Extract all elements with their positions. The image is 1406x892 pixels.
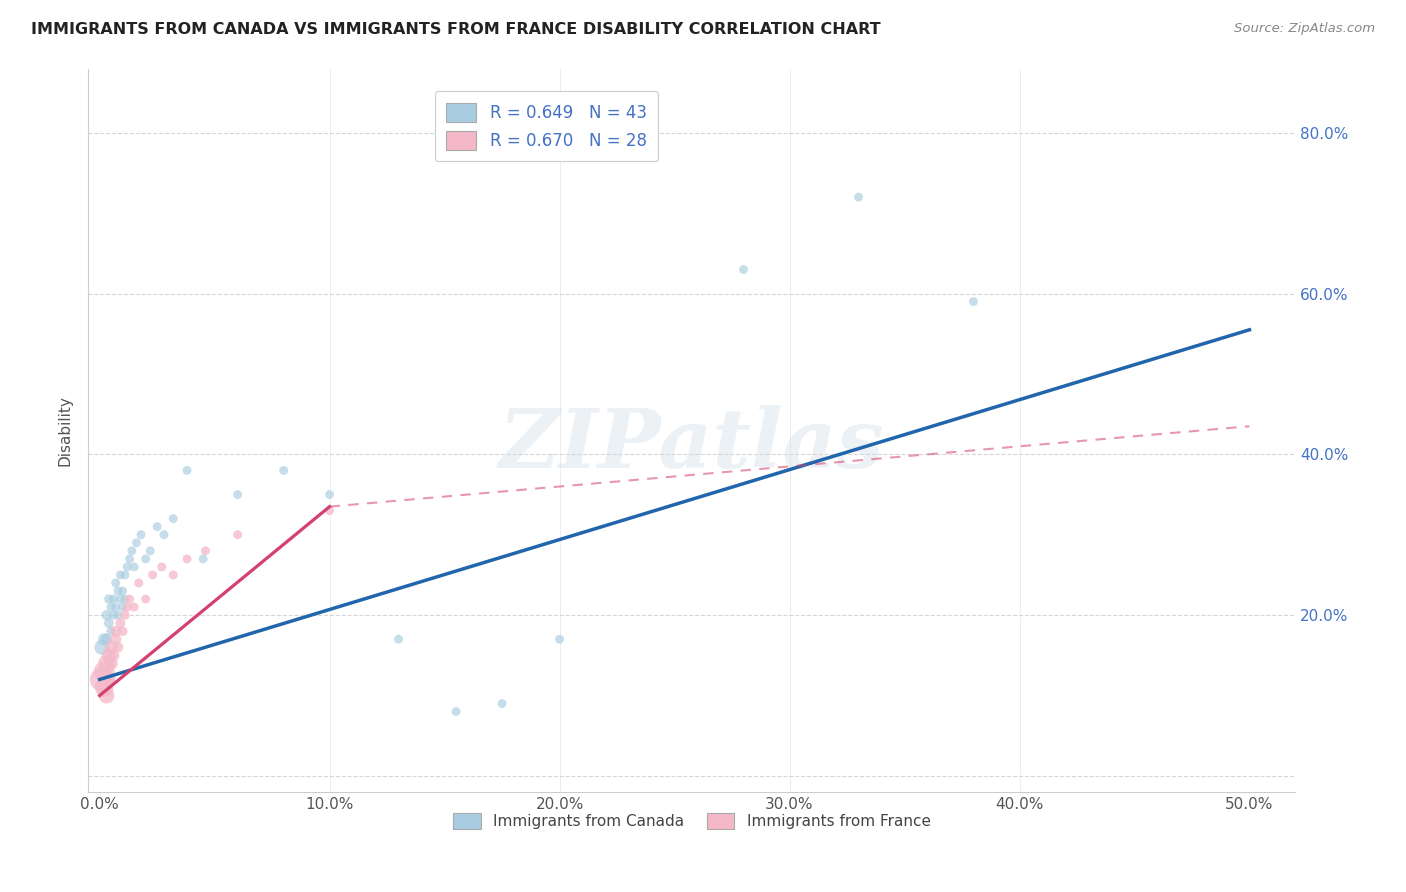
Point xyxy=(318,487,340,501)
Point xyxy=(118,552,141,566)
Point xyxy=(96,608,118,623)
Point xyxy=(146,519,169,533)
Point xyxy=(107,584,129,599)
Point xyxy=(96,632,118,647)
Point xyxy=(273,463,295,477)
Point xyxy=(114,592,136,607)
Point xyxy=(129,527,152,541)
Text: Source: ZipAtlas.com: Source: ZipAtlas.com xyxy=(1234,22,1375,36)
Point xyxy=(226,487,249,501)
Point xyxy=(114,568,136,582)
Point xyxy=(110,592,132,607)
Point xyxy=(162,568,184,582)
Point xyxy=(139,544,162,558)
Point xyxy=(107,640,129,655)
Point xyxy=(962,294,984,309)
Point xyxy=(96,657,118,671)
Point xyxy=(97,648,120,663)
Point xyxy=(97,673,120,687)
Point xyxy=(194,544,217,558)
Point xyxy=(162,511,184,525)
Point xyxy=(150,560,173,574)
Point xyxy=(103,648,125,663)
Point xyxy=(114,608,136,623)
Point xyxy=(110,568,132,582)
Point xyxy=(141,568,163,582)
Point xyxy=(110,616,132,631)
Point xyxy=(121,544,143,558)
Point xyxy=(107,608,129,623)
Text: ZIPatlas: ZIPatlas xyxy=(499,405,884,484)
Point xyxy=(117,600,139,615)
Point xyxy=(122,560,145,574)
Legend: Immigrants from Canada, Immigrants from France: Immigrants from Canada, Immigrants from … xyxy=(447,806,936,835)
Point xyxy=(125,535,148,549)
Point xyxy=(318,503,340,517)
Point xyxy=(118,592,141,607)
Point xyxy=(111,600,134,615)
Point xyxy=(111,624,134,639)
Point xyxy=(103,592,125,607)
Point xyxy=(135,552,157,566)
Point xyxy=(104,576,127,591)
Point xyxy=(93,681,115,695)
Point xyxy=(100,640,122,655)
Point xyxy=(176,463,198,477)
Point xyxy=(444,705,467,719)
Point xyxy=(191,552,214,566)
Point xyxy=(97,616,120,631)
Point xyxy=(103,608,125,623)
Point xyxy=(733,262,755,277)
Point xyxy=(135,592,157,607)
Point xyxy=(128,576,150,591)
Point xyxy=(388,632,411,647)
Point xyxy=(91,673,114,687)
Point xyxy=(226,527,249,541)
Point xyxy=(96,689,118,703)
Point xyxy=(548,632,571,647)
Point xyxy=(93,632,115,647)
Point xyxy=(100,600,122,615)
Point xyxy=(97,592,120,607)
Point xyxy=(104,632,127,647)
Point xyxy=(491,697,513,711)
Point xyxy=(122,600,145,615)
Point xyxy=(104,600,127,615)
Point xyxy=(153,527,176,541)
Text: IMMIGRANTS FROM CANADA VS IMMIGRANTS FROM FRANCE DISABILITY CORRELATION CHART: IMMIGRANTS FROM CANADA VS IMMIGRANTS FRO… xyxy=(31,22,880,37)
Point xyxy=(93,665,115,679)
Point xyxy=(111,584,134,599)
Y-axis label: Disability: Disability xyxy=(58,395,72,466)
Point xyxy=(100,657,122,671)
Point xyxy=(176,552,198,566)
Point xyxy=(117,560,139,574)
Point xyxy=(100,624,122,639)
Point xyxy=(104,624,127,639)
Point xyxy=(91,640,114,655)
Point xyxy=(848,190,870,204)
